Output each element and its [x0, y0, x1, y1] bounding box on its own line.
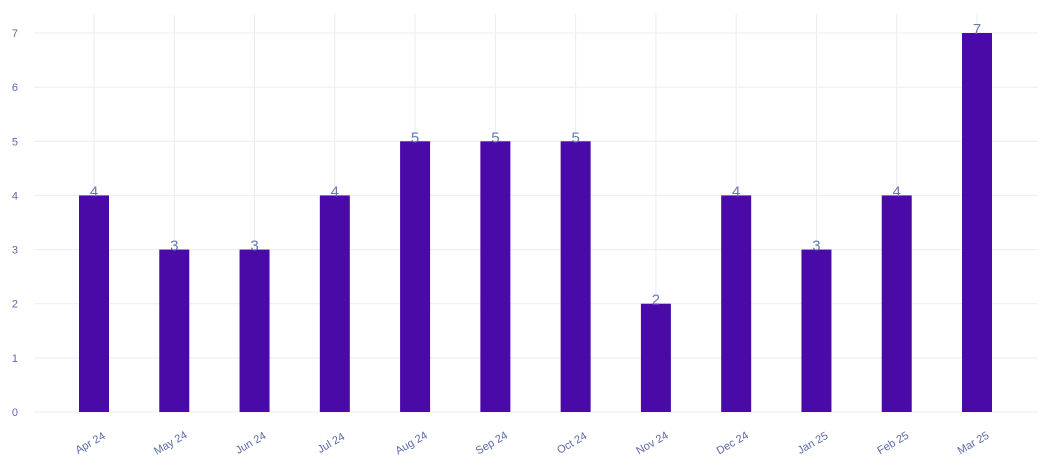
y-tick-label: 1 [12, 353, 18, 365]
data-label: 4 [90, 183, 98, 200]
x-tick-label: Feb 25 [875, 430, 911, 458]
bar[interactable] [801, 249, 832, 412]
x-tick-label: Jan 25 [796, 430, 831, 457]
data-label: 3 [812, 238, 820, 255]
data-label: 4 [893, 183, 901, 200]
data-label: 4 [732, 183, 740, 200]
y-tick-label: 3 [12, 245, 18, 257]
data-label: 2 [652, 292, 660, 309]
data-label: 4 [331, 183, 339, 200]
x-tick-label: Mar 25 [956, 430, 992, 458]
bar[interactable] [400, 141, 431, 413]
y-tick-label: 0 [12, 407, 18, 419]
x-tick-label: Apr 24 [73, 430, 107, 457]
data-label: 5 [491, 129, 499, 146]
data-label: 7 [973, 21, 981, 38]
x-tick-label: Sep 24 [474, 429, 510, 457]
x-tick-label: Nov 24 [634, 429, 670, 457]
y-tick-label: 6 [12, 82, 18, 94]
x-tick-label: Aug 24 [393, 429, 429, 457]
y-tick-label: 2 [12, 299, 18, 311]
bars [79, 33, 992, 413]
bar[interactable] [159, 249, 190, 412]
bar[interactable] [962, 33, 992, 412]
bar[interactable] [480, 141, 511, 413]
x-axis: Apr 24 May 24 Jun 24 Jul 24 Aug 24 Sep 24 Oct … [73, 429, 991, 457]
bar[interactable] [721, 195, 752, 412]
y-axis: 0 1 2 3 4 5 6 7 [12, 28, 18, 419]
x-tick-label: Jun 24 [234, 430, 269, 457]
y-tick-label: 4 [12, 190, 18, 202]
x-tick-label: May 24 [152, 429, 189, 457]
bar[interactable] [239, 249, 270, 412]
data-label: 5 [411, 129, 419, 146]
x-tick-label: Dec 24 [715, 429, 751, 457]
y-tick-label: 7 [12, 28, 18, 40]
bar[interactable] [560, 141, 591, 413]
bar[interactable] [319, 195, 350, 412]
bar[interactable] [881, 195, 912, 412]
bar[interactable] [640, 303, 671, 412]
value-labels: 4 3 3 4 5 5 5 2 4 3 4 7 [90, 21, 981, 309]
bar[interactable] [79, 195, 109, 412]
data-label: 3 [170, 238, 178, 255]
data-label: 5 [571, 129, 579, 146]
y-tick-label: 5 [12, 136, 18, 148]
x-tick-label: Jul 24 [316, 431, 347, 456]
data-label: 3 [250, 238, 258, 255]
x-tick-label: Oct 24 [555, 430, 589, 457]
